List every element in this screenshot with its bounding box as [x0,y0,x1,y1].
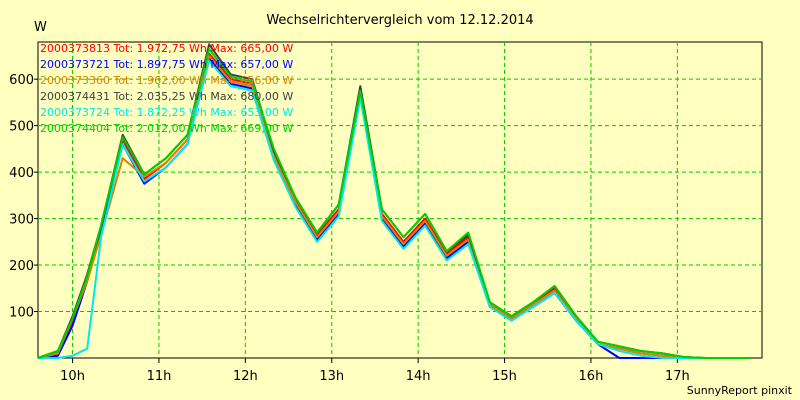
y-tick-label: 200 [9,259,34,274]
legend-entry: 2000373721 Tot: 1.897,75 Wh Max: 657,00 … [40,58,293,71]
x-tick-label: 15h [492,369,517,384]
legend: 2000373813 Tot: 1.972,75 Wh Max: 665,00 … [40,42,293,135]
x-tick-label: 10h [60,369,85,384]
y-tick-label: 600 [9,73,34,88]
series-line-2 [37,57,749,359]
x-tick-label: 16h [579,369,604,384]
y-tick-label: 500 [9,120,34,135]
x-tick-label: 11h [147,369,172,384]
x-tick-label: 17h [665,369,690,384]
footer-credit: SunnyReport pinxit [687,384,793,397]
y-tick-label: 400 [9,166,34,181]
legend-entry: 2000373813 Tot: 1.972,75 Wh Max: 665,00 … [40,42,293,55]
legend-entry: 2000374431 Tot: 2.035,25 Wh Max: 680,00 … [40,90,293,103]
legend-entry: 2000374404 Tot: 2.012,00 Wh Max: 669,00 … [40,122,293,135]
series-line-6 [37,48,749,359]
axis-ticks: 100 200 300 400 500 600 10h 11h 12h 13h 14h 15h 16h 1… [9,73,690,384]
x-tick-label: 13h [319,369,344,384]
plot-frame [37,41,763,359]
legend-entry: 2000373360 Tot: 1.962,00 Wh Max: 656,00 … [40,74,293,87]
chart-title: Wechselrichtervergleich vom 12.12.2014 [266,13,533,28]
x-tick-label: 14h [406,369,431,384]
series-line-5 [38,59,749,359]
y-axis-label: W [34,20,47,35]
y-tick-label: 300 [9,213,34,228]
y-tick-label: 100 [9,306,34,321]
x-tick-label: 12h [233,369,258,384]
series-lines [37,43,749,359]
legend-entry: 2000373724 Tot: 1.872,25 Wh Max: 653,00 … [40,106,293,119]
grid [38,42,762,358]
